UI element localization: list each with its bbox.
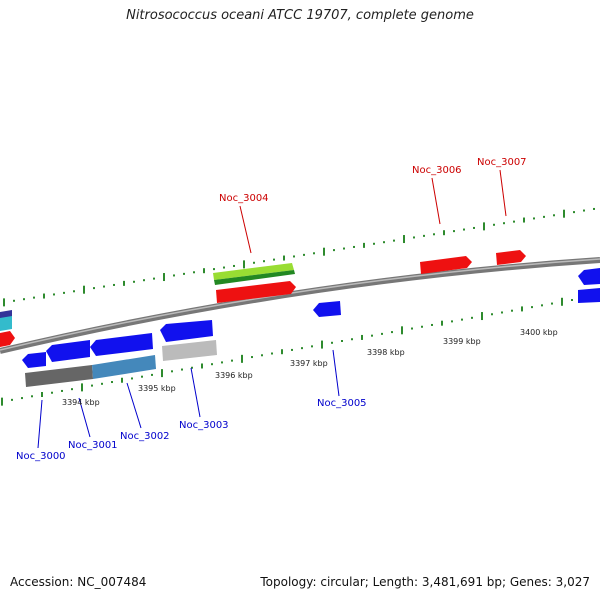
- kbp-label: 3395 kbp: [138, 384, 176, 393]
- feature-teal[interactable]: [92, 355, 156, 379]
- gene-label[interactable]: Noc_3000: [16, 451, 66, 462]
- accession-text: Accession: NC_007484: [10, 575, 147, 589]
- kbp-label: 3399 kbp: [443, 337, 481, 346]
- forward-gene-labels: Noc_3004 Noc_3006 Noc_3007: [219, 157, 527, 204]
- gene-arrow-noc-3001[interactable]: [46, 340, 90, 362]
- gene-arrow-noc-3003[interactable]: [160, 320, 213, 342]
- genome-summary: Topology: circular; Length: 3,481,691 bp…: [260, 575, 590, 589]
- gene-arrow-noc-3006[interactable]: [420, 256, 472, 274]
- feature-edge-navy[interactable]: [0, 310, 12, 318]
- gene-label[interactable]: Noc_3006: [412, 165, 462, 176]
- gene-arrow-edge-right[interactable]: [578, 268, 600, 285]
- kbp-label: 3400 kbp: [520, 328, 558, 337]
- reverse-leaders: [37, 349, 340, 449]
- feature-light-gray[interactable]: [162, 340, 217, 361]
- gene-arrow-noc-3005[interactable]: [313, 301, 341, 317]
- gene-arrow-noc-3000[interactable]: [22, 352, 46, 368]
- kbp-label: 3398 kbp: [367, 348, 405, 357]
- gene-arrow-noc-3007[interactable]: [496, 250, 526, 265]
- feature-edge-teal[interactable]: [0, 314, 12, 331]
- forward-features: [0, 250, 526, 347]
- reverse-gene-labels: Noc_3000 Noc_3001 Noc_3002 Noc_3003 Noc_…: [16, 398, 367, 462]
- kbp-scale-labels: 3394 kbp 3395 kbp 3396 kbp 3397 kbp 3398…: [62, 328, 558, 407]
- feature-dark-green[interactable]: [214, 270, 295, 285]
- reverse-tick-rail: [1, 295, 593, 406]
- kbp-label: 3396 kbp: [215, 371, 253, 380]
- genome-backbone: [0, 257, 600, 354]
- gene-label[interactable]: Noc_3002: [120, 431, 170, 442]
- gene-label[interactable]: Noc_3004: [219, 193, 269, 204]
- kbp-label: 3394 kbp: [62, 398, 100, 407]
- kbp-label: 3397 kbp: [290, 359, 328, 368]
- gene-label[interactable]: Noc_3001: [68, 440, 118, 451]
- reverse-features: [22, 268, 600, 387]
- gene-label[interactable]: Noc_3007: [477, 157, 527, 168]
- map-title: Nitrosococcus oceani ATCC 19707, complet…: [126, 8, 474, 23]
- forward-leaders: [239, 169, 507, 254]
- feature-gray[interactable]: [25, 365, 93, 387]
- feature-edge-right[interactable]: [578, 288, 600, 303]
- gene-arrow-noc-3002[interactable]: [90, 333, 153, 356]
- gene-arrow-noc-3004[interactable]: [216, 281, 296, 303]
- gene-arrow-edge[interactable]: [0, 331, 15, 347]
- forward-tick-rail: [3, 207, 595, 307]
- gene-label[interactable]: Noc_3005: [317, 398, 367, 409]
- feature-green[interactable]: [213, 263, 294, 280]
- gene-label[interactable]: Noc_3003: [179, 420, 229, 431]
